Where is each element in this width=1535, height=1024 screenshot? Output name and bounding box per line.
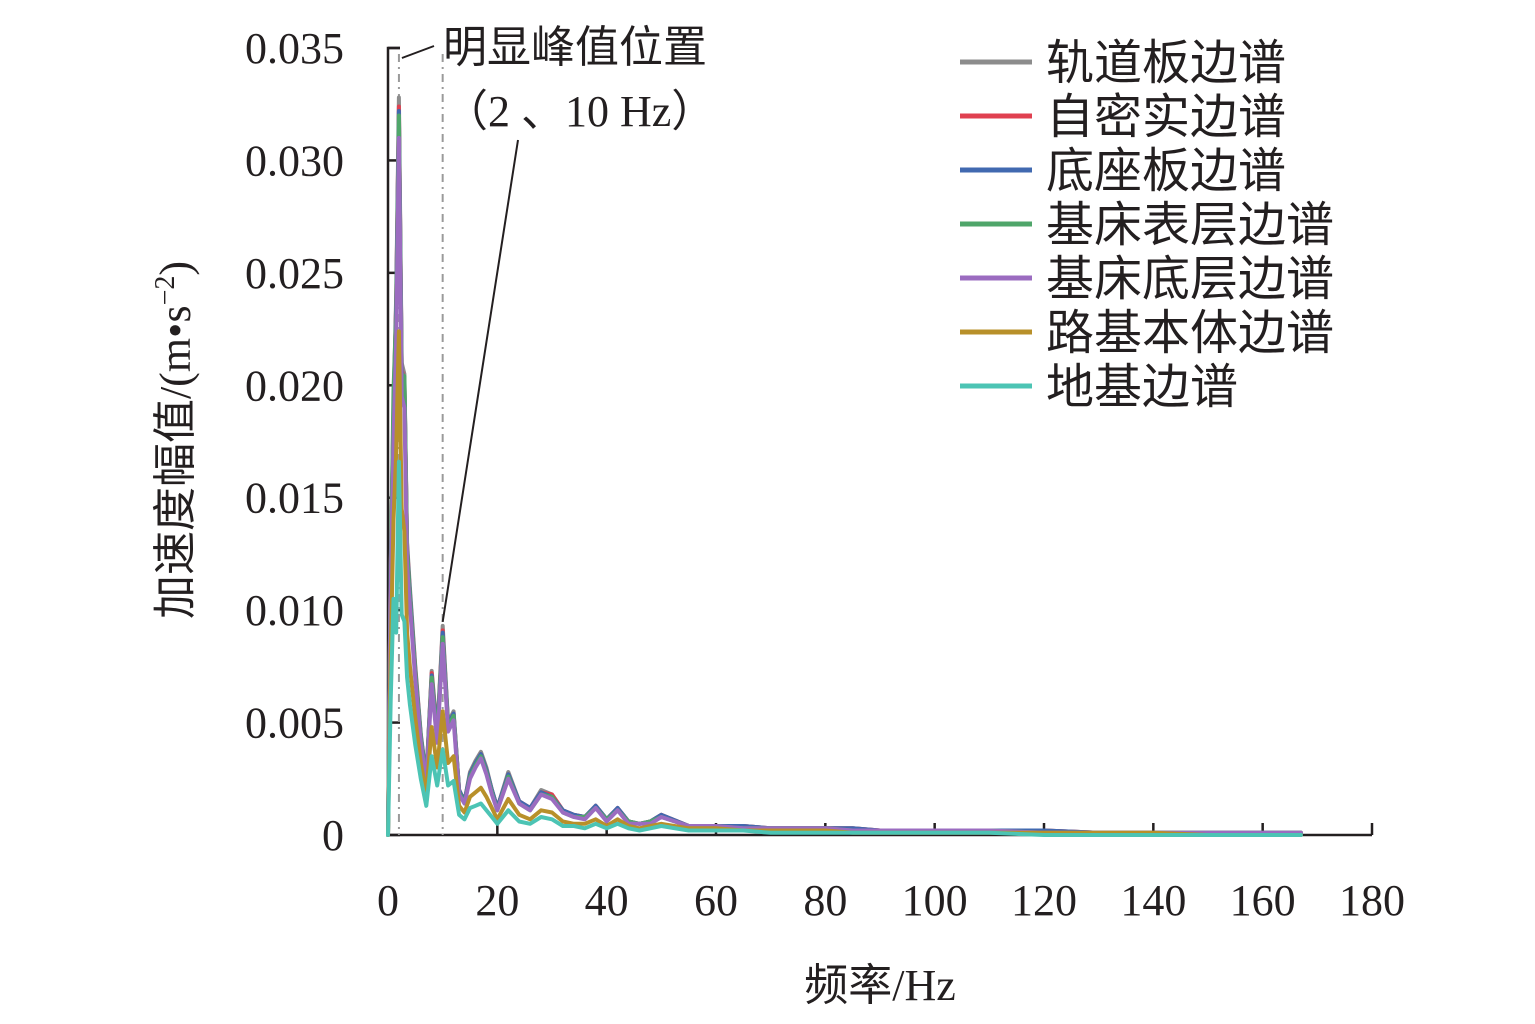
y-axis-label-main: 加速度幅值/(m•s	[151, 305, 200, 619]
y-tick-label: 0.010	[245, 586, 344, 635]
y-tick-label: 0.005	[245, 699, 344, 748]
annotation-leader-line-1	[401, 45, 435, 59]
x-tick-label: 160	[1230, 876, 1296, 925]
y-tick-label: 0.035	[245, 24, 344, 73]
x-tick-label: 20	[475, 876, 519, 925]
legend-entry-label: 轨道板边谱	[1046, 37, 1286, 90]
annotation-leader-line-2	[441, 139, 519, 623]
x-tick-label: 80	[803, 876, 847, 925]
legend-entry-label: 底座板边谱	[1046, 145, 1286, 198]
legend-entry-label: 地基边谱	[1046, 361, 1238, 414]
y-tick-label: 0.015	[245, 474, 344, 523]
y-axis-label-sup: −2	[150, 276, 181, 306]
legend-entry-label: 基床底层边谱	[1046, 253, 1334, 306]
y-tick-label: 0	[322, 811, 344, 860]
annotation-line-2: （2 、10 Hz）	[444, 87, 715, 136]
x-axis-label: 频率/Hz	[804, 961, 956, 1010]
y-axis-label: 加速度幅值/(m•s−2)	[150, 261, 200, 619]
x-tick-label: 0	[377, 876, 399, 925]
x-tick-label: 60	[694, 876, 738, 925]
axes: 0 20 40 60 80 100 120 140 160 180 0 0.005 0.010 0.01…	[245, 24, 1405, 925]
plot-series	[386, 95, 1303, 837]
series-line	[386, 135, 1303, 837]
y-tick-label: 0.020	[245, 361, 344, 410]
x-tick-label: 180	[1339, 876, 1405, 925]
peak-annotation: 明显峰值位置 （2 、10 Hz）	[401, 23, 715, 623]
legend-entry-label: 路基本体边谱	[1046, 307, 1334, 360]
y-tick-label: 0.030	[245, 136, 344, 185]
annotation-line-1: 明显峰值位置	[443, 23, 707, 72]
y-ticks: 0 0.005 0.010 0.015 0.020 0.025 0.030 0.035	[245, 24, 400, 860]
x-ticks: 0 20 40 60 80 100 120 140 160 180	[377, 823, 1405, 925]
y-axis-label-close: )	[151, 261, 200, 276]
legend-entry-label: 基床表层边谱	[1046, 199, 1334, 252]
x-tick-label: 40	[585, 876, 629, 925]
x-tick-label: 100	[902, 876, 968, 925]
x-tick-label: 140	[1120, 876, 1186, 925]
legend-entry-label: 自密实边谱	[1046, 91, 1286, 144]
y-tick-label: 0.025	[245, 249, 344, 298]
series-line	[386, 459, 1303, 837]
x-tick-label: 120	[1011, 876, 1077, 925]
